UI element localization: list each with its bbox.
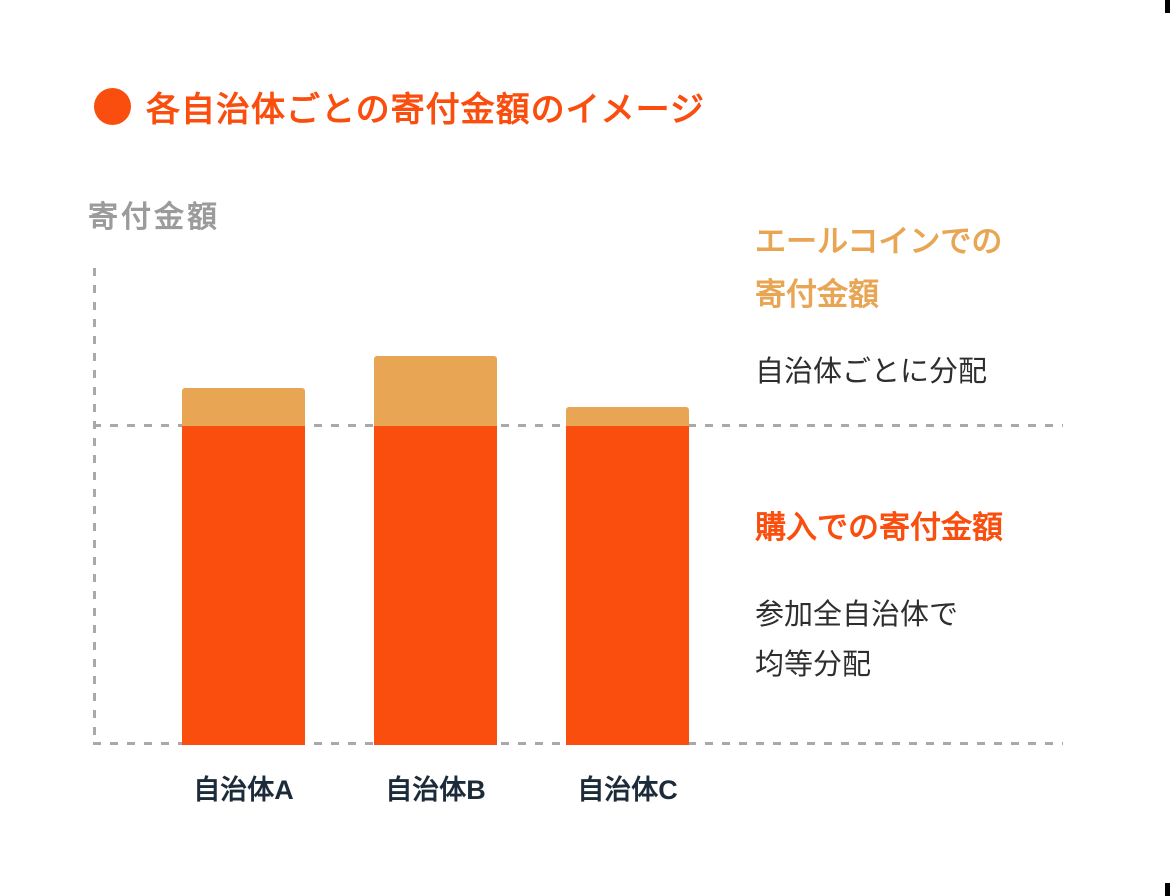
bar-自治体B <box>374 268 497 745</box>
legend-purchase-desc-line2: 均等分配 <box>755 649 872 681</box>
legend-yellcoin-title-line2: 寄付金額 <box>755 277 879 312</box>
page-title: 各自治体ごとの寄付金額のイメージ <box>146 91 705 129</box>
legend-purchase-title: 購入での寄付金額 <box>755 510 1003 545</box>
legend-purchase-desc-line1: 参加全自治体で <box>755 599 959 631</box>
legend-yellcoin-desc: 自治体ごとに分配 <box>755 356 988 388</box>
x-axis-category-label: 自治体B <box>385 775 486 805</box>
x-axis-category-label: 自治体A <box>193 775 294 805</box>
bar-segment-yellcoin <box>374 356 497 426</box>
bar-自治体A <box>182 268 305 745</box>
x-axis-category-label: 自治体C <box>577 775 678 805</box>
y-axis-label: 寄付金額 <box>88 201 220 234</box>
y-axis-dashed-line <box>93 268 96 745</box>
page-title-row: 各自治体ごとの寄付金額のイメージ <box>94 82 705 131</box>
bar-segment-purchase <box>182 426 305 745</box>
screen-edge-artifact-top <box>1165 0 1170 13</box>
bar-segment-purchase <box>566 426 689 745</box>
bar-自治体C <box>566 268 689 745</box>
bullet-icon <box>94 88 131 125</box>
plot-area: 自治体A 自治体B 自治体C <box>93 268 1063 805</box>
bar-segment-yellcoin <box>566 407 689 426</box>
legend-yellcoin-title-line1: エールコインでの <box>755 224 1003 259</box>
bar-segment-purchase <box>374 426 497 745</box>
bar-segment-yellcoin <box>182 388 305 426</box>
screen-edge-artifact-bottom <box>1165 883 1170 896</box>
legend-yellcoin-title: エールコインでの 寄付金額 <box>755 215 1002 321</box>
legend-purchase-desc: 参加全自治体で 均等分配 <box>755 590 958 690</box>
